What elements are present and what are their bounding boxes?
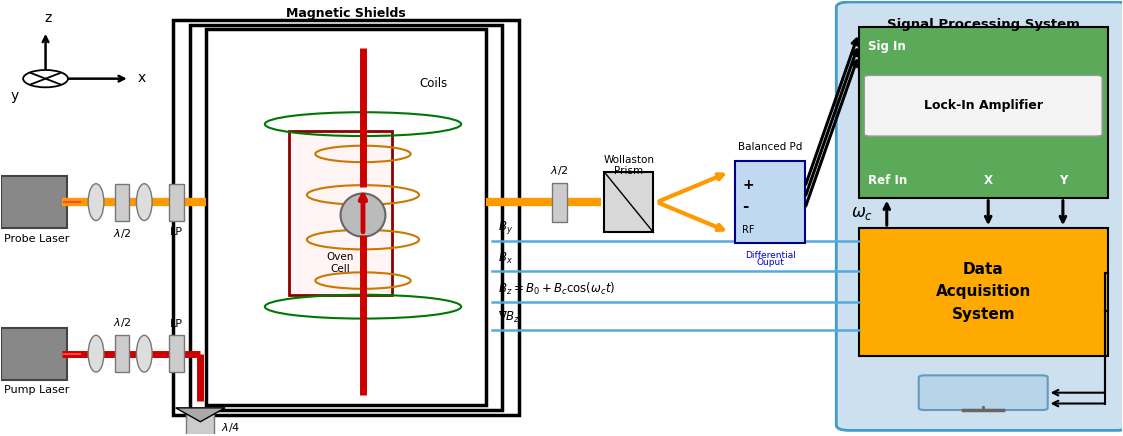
Polygon shape [604,172,654,232]
Bar [170,335,184,372]
Text: $\lambda/4$: $\lambda/4$ [220,421,240,434]
Bar [173,20,519,415]
Text: Y: Y [1059,174,1067,187]
Text: Oven
Cell: Oven Cell [327,252,354,273]
Bar [553,183,566,221]
Bar [115,335,129,372]
FancyBboxPatch shape [859,27,1107,198]
Text: -: - [742,199,748,214]
Bar [186,414,214,436]
Text: Ref In: Ref In [868,174,907,187]
FancyBboxPatch shape [736,161,805,243]
Text: Ouput: Ouput [756,259,784,267]
FancyBboxPatch shape [919,375,1048,410]
Text: System: System [951,307,1015,322]
Bar [190,25,502,410]
Ellipse shape [136,335,152,372]
FancyBboxPatch shape [837,2,1123,430]
Bar [115,184,129,221]
Text: Probe Laser: Probe Laser [4,234,70,244]
Text: Signal Processing System: Signal Processing System [887,18,1079,31]
Text: $\omega_c$: $\omega_c$ [851,204,874,222]
Text: $B_x$: $B_x$ [497,251,512,266]
FancyBboxPatch shape [859,228,1107,356]
Ellipse shape [136,184,152,221]
Text: $\nabla B_z$: $\nabla B_z$ [497,310,520,325]
Text: Sig In: Sig In [868,40,905,53]
Text: Data: Data [962,262,1004,277]
Text: $\lambda/2$: $\lambda/2$ [550,164,568,177]
Ellipse shape [89,335,104,372]
FancyBboxPatch shape [1,176,67,228]
Bar [206,29,486,405]
Ellipse shape [89,184,104,221]
Text: Lock-In Amplifier: Lock-In Amplifier [924,99,1043,112]
Text: z: z [44,10,52,24]
Text: LP: LP [171,227,183,237]
Text: RF: RF [742,225,755,235]
Text: +: + [742,178,754,192]
Text: $\lambda/2$: $\lambda/2$ [112,227,131,240]
Text: Coils: Coils [419,77,447,90]
Text: Prism: Prism [614,166,643,176]
Text: Acquisition: Acquisition [935,284,1031,300]
Text: LP: LP [171,319,183,329]
Text: X: X [984,174,993,187]
Text: $B_y$: $B_y$ [497,219,512,236]
Bar [170,184,184,221]
Text: Pump Laser: Pump Laser [4,385,70,395]
Text: $B_z = B_0 + B_c\cos(\omega_c t)$: $B_z = B_0 + B_c\cos(\omega_c t)$ [497,280,615,296]
Polygon shape [175,408,225,422]
Text: y: y [10,89,19,103]
Text: Differential: Differential [745,251,795,260]
Text: Balanced Pd: Balanced Pd [738,142,802,152]
Text: x: x [137,71,146,85]
FancyBboxPatch shape [865,75,1102,136]
Text: Wollaston: Wollaston [603,155,655,165]
Ellipse shape [340,194,385,237]
FancyBboxPatch shape [1,327,67,380]
Circle shape [24,70,69,87]
Bar [289,131,392,295]
Text: $\lambda/2$: $\lambda/2$ [112,316,131,329]
Text: Magnetic Shields: Magnetic Shields [286,7,407,20]
